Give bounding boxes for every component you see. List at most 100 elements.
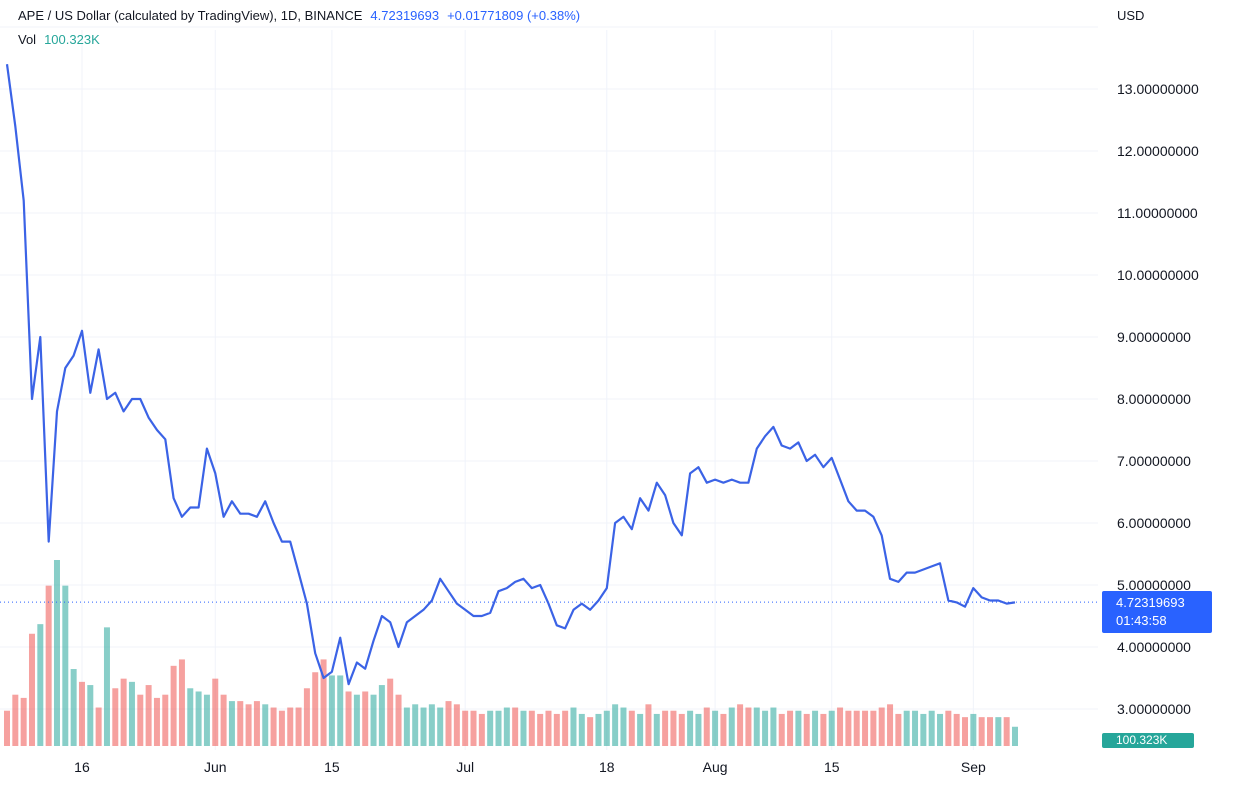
volume-bar [53, 560, 60, 746]
volume-bar [320, 659, 327, 746]
legend-symbol[interactable]: APE / US Dollar (calculated by TradingVi… [18, 8, 363, 23]
x-tick-label: 16 [74, 759, 90, 775]
volume-bar [403, 707, 410, 746]
volume-bar [470, 710, 477, 746]
volume-bar [987, 717, 994, 746]
volume-bar [237, 701, 244, 746]
volume-bar [820, 713, 827, 746]
volume-bar [12, 694, 19, 746]
volume-bar [428, 704, 435, 746]
currency-label[interactable]: USD [1117, 8, 1145, 23]
volume-bar [912, 710, 919, 746]
volume-bar [845, 710, 852, 746]
volume-bar [837, 707, 844, 746]
volume-badge: 100.323K [1102, 733, 1194, 748]
volume-bar [370, 694, 377, 746]
volume-bar [112, 688, 119, 746]
y-tick-label: 7.00000000 [1117, 453, 1191, 469]
volume-bar [412, 704, 419, 746]
volume-bar [853, 710, 860, 746]
volume-bar [745, 707, 752, 746]
volume-bar [578, 713, 585, 746]
volume-bar [995, 717, 1002, 746]
volume-bar [1003, 717, 1010, 746]
volume-bar [628, 710, 635, 746]
volume-bar [220, 694, 227, 746]
price-axis[interactable]: 3.00000000 4.00000000 5.00000000 6.00000000… [1117, 81, 1199, 717]
volume-bar [328, 675, 335, 746]
volume-bar [37, 624, 44, 746]
volume-bar [303, 688, 310, 746]
y-tick-label: 13.00000000 [1117, 81, 1199, 97]
volume-bar [212, 678, 219, 746]
volume-bar [587, 717, 594, 746]
volume-bar [137, 694, 144, 746]
volume-bar [62, 585, 69, 746]
volume-bar [128, 681, 135, 746]
y-tick-label: 9.00000000 [1117, 329, 1191, 345]
x-tick-label: 15 [824, 759, 840, 775]
volume-bar [695, 713, 702, 746]
volume-bar [728, 707, 735, 746]
volume-bar [753, 707, 760, 746]
volume-bar [595, 713, 602, 746]
volume-bar [312, 672, 319, 746]
y-tick-label: 8.00000000 [1117, 391, 1191, 407]
volume-bar [678, 713, 685, 746]
volume-bar [1012, 726, 1018, 746]
volume-bar [362, 691, 369, 746]
volume-bar [945, 710, 952, 746]
volume-bar [920, 713, 927, 746]
volume-bar [245, 704, 252, 746]
volume-bar [462, 710, 469, 746]
volume-bar [620, 707, 627, 746]
volume-bar [162, 694, 169, 746]
volume-bar [562, 710, 569, 746]
volume-bar [28, 633, 35, 746]
volume-bar [420, 707, 427, 746]
volume-bar [20, 697, 27, 746]
volume-bar [445, 701, 452, 746]
y-tick-label: 4.00000000 [1117, 639, 1191, 655]
volume-bar [378, 685, 385, 746]
bar-countdown: 01:43:58 [1116, 613, 1167, 628]
volume-bar [337, 675, 344, 746]
volume-bar [4, 710, 10, 746]
time-axis[interactable]: 16 Jun 15 Jul 18 Aug 15 Sep [74, 759, 986, 775]
volume-bar [528, 710, 535, 746]
y-tick-label: 3.00000000 [1117, 701, 1191, 717]
x-tick-label: Sep [961, 759, 986, 775]
volume-bar [670, 710, 677, 746]
last-price-badge: 4.72319693 01:43:58 [1102, 591, 1212, 633]
volume-bar [553, 713, 560, 746]
volume-bar [495, 710, 502, 746]
volume-bar [270, 707, 277, 746]
price-line-series [5, 64, 1016, 686]
volume-bar [720, 713, 727, 746]
volume-bar [520, 710, 527, 746]
volume-bar [953, 713, 960, 746]
volume-bar [87, 685, 94, 746]
legend-volume-label[interactable]: Vol [18, 32, 37, 47]
volume-bar [453, 704, 460, 746]
volume-bar [903, 710, 910, 746]
legend-price: 4.72319693 [370, 8, 440, 23]
volume-bar [203, 694, 210, 746]
y-tick-label: 12.00000000 [1117, 143, 1199, 159]
x-tick-label: 18 [599, 759, 615, 775]
volume-bar [70, 669, 77, 746]
volume-bar [570, 707, 577, 746]
volume-bar [870, 710, 877, 746]
volume-bar [545, 710, 552, 746]
y-tick-label: 6.00000000 [1117, 515, 1191, 531]
volume-bar [253, 701, 260, 746]
volume-bar [778, 713, 785, 746]
volume-bar [662, 710, 669, 746]
last-price-value: 4.72319693 [1116, 595, 1185, 610]
volume-bar [937, 713, 944, 746]
volume-bar [978, 717, 985, 746]
volume-bar [653, 713, 660, 746]
volume-bar [712, 710, 719, 746]
